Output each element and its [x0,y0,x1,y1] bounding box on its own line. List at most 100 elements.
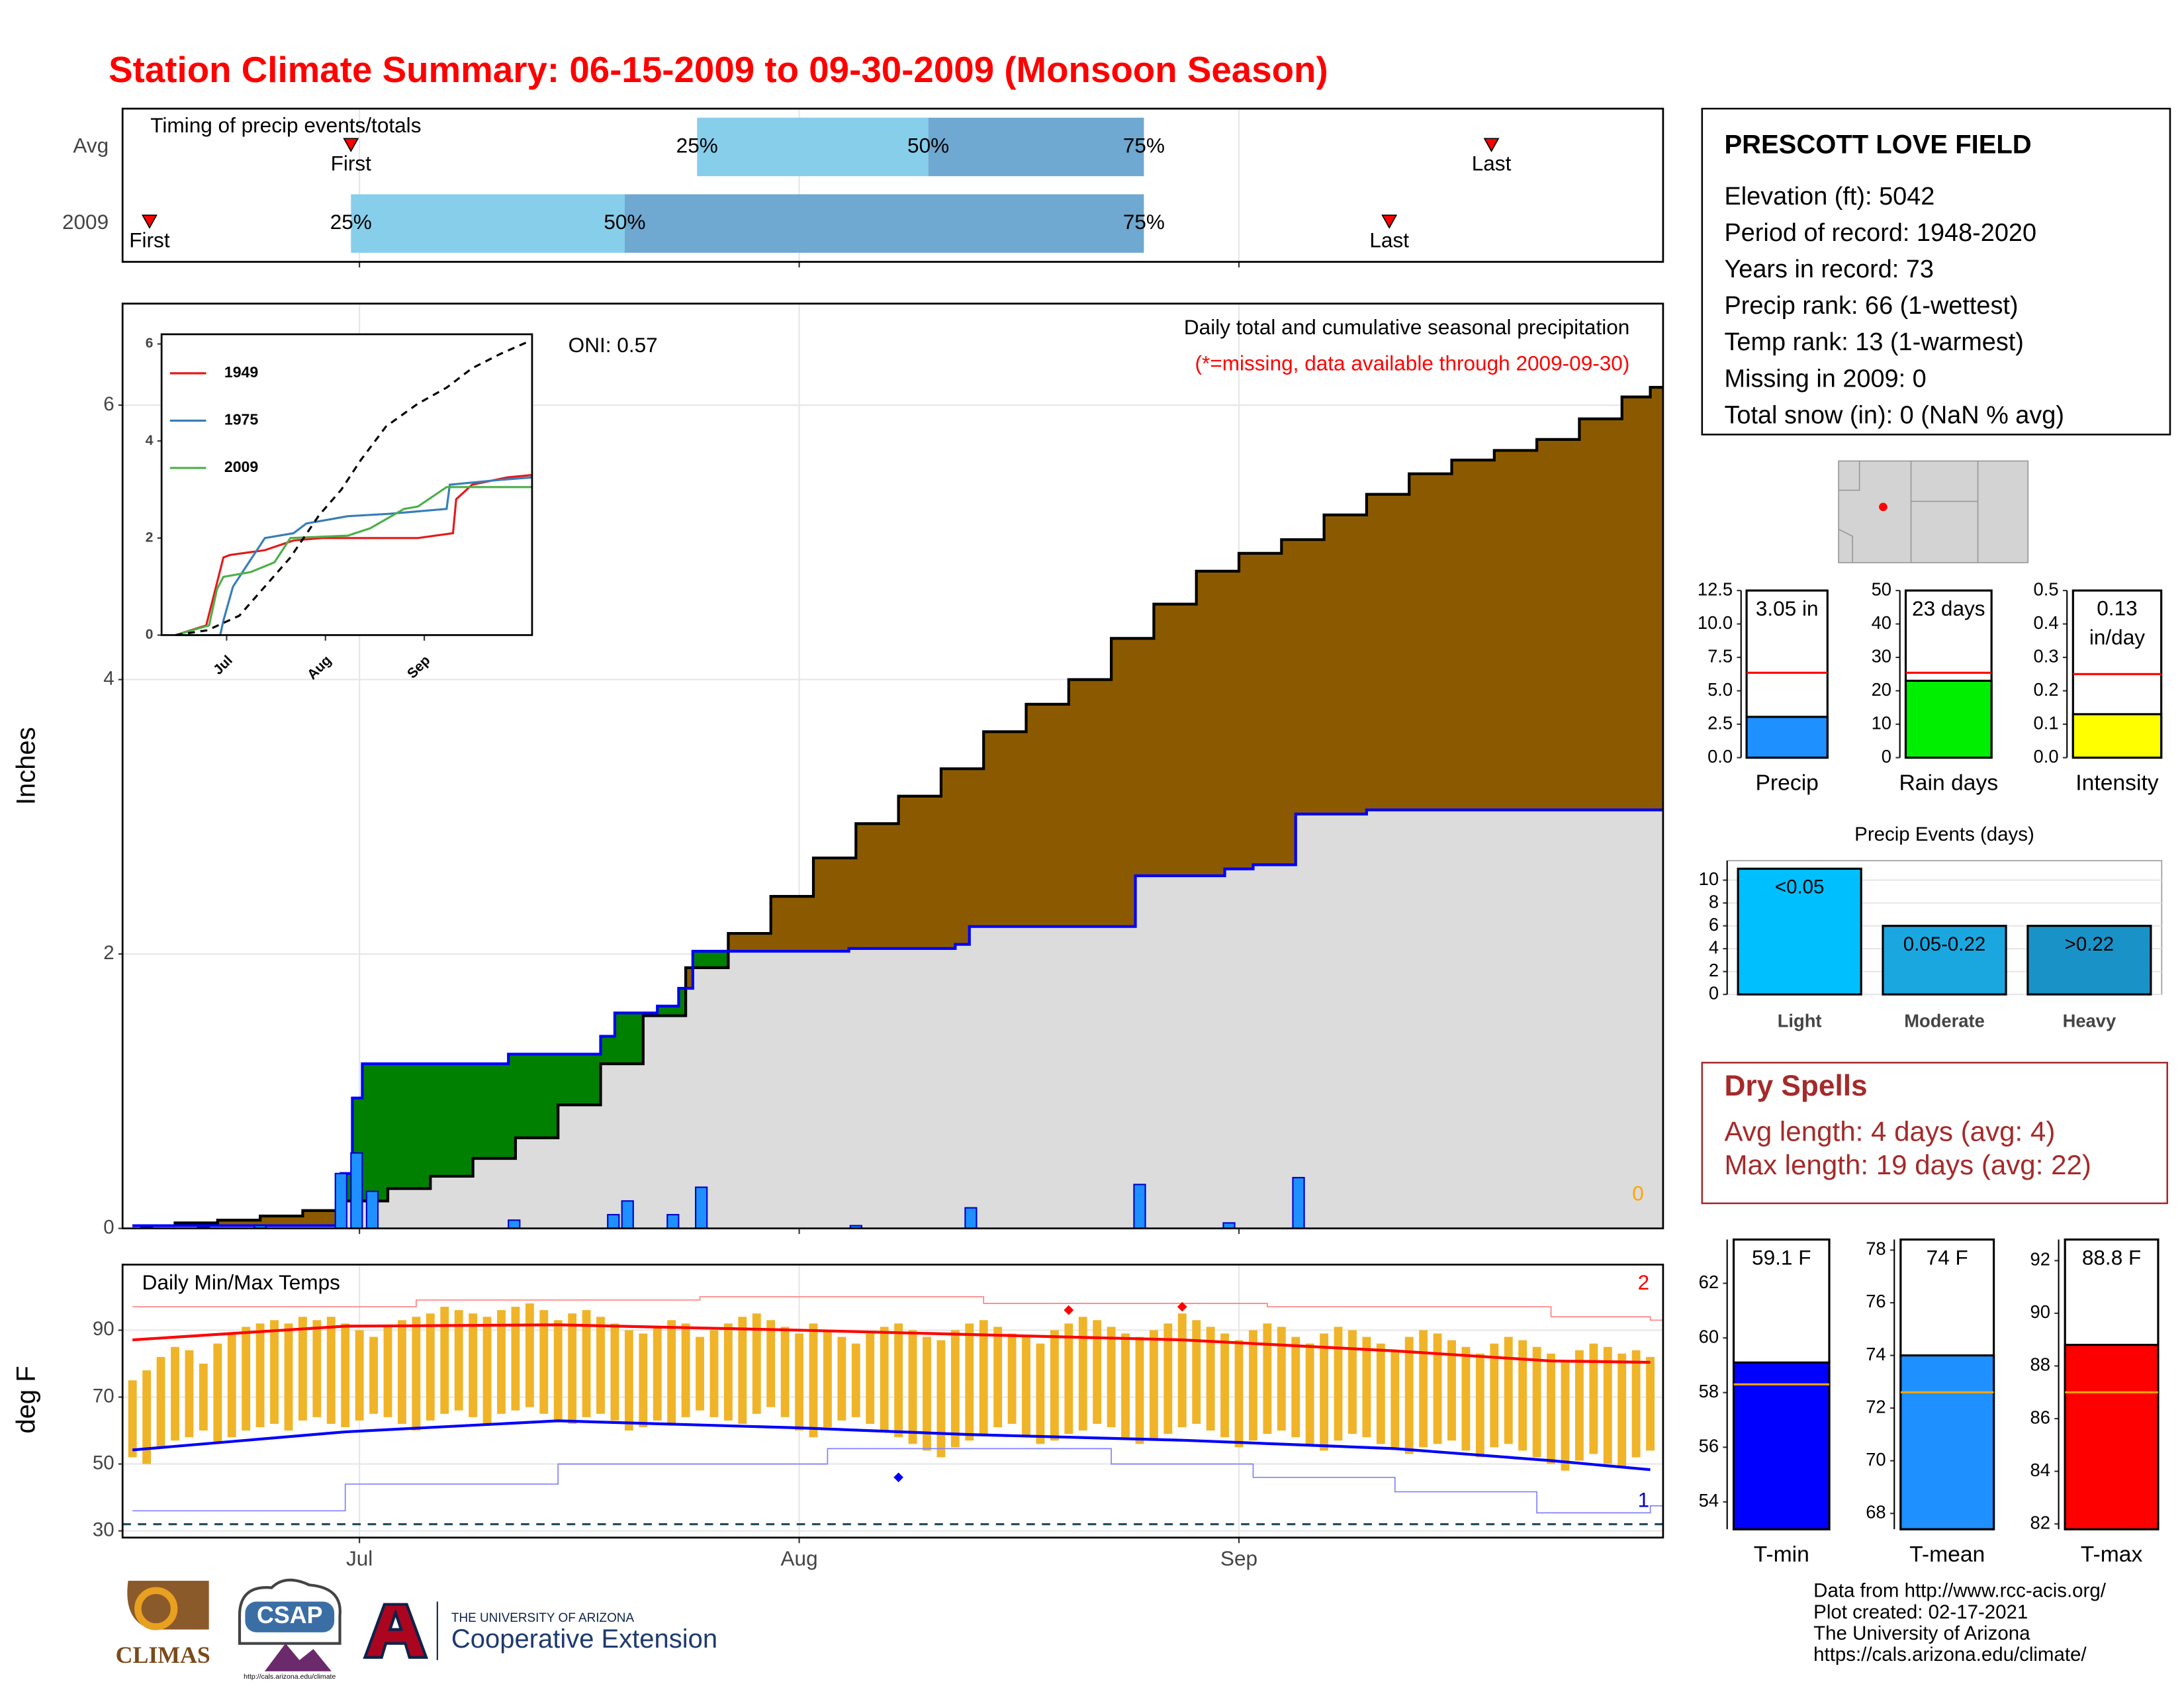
y-tick-label: 4 [146,433,154,448]
temp-range-bar [766,1320,776,1407]
chart-panel: 82 84 86 88 90 92 88.8 F T-max [2030,1238,2160,1567]
temp-range-bar [1589,1343,1598,1454]
credit-line: https://cals.arizona.edu/climate/ [1813,1644,2087,1665]
record-low-count: 1 [1638,1487,1650,1511]
temp-range-bar [837,1336,846,1421]
temp-range-bar [1135,1336,1144,1444]
event-label: Last [1472,152,1512,175]
climas-sun [134,1587,178,1630]
credit-line: The University of Arizona [1813,1622,2030,1644]
daily-bar [666,1213,680,1229]
temp-range-bar [1121,1333,1130,1438]
temp-range-bar [1362,1336,1371,1438]
value-label: 74 F [1927,1245,1968,1269]
temp-range-bar [823,1330,832,1428]
plot-frame [121,107,1664,263]
temp-range-bar [1078,1317,1087,1431]
y-tick-label: 7.5 [1707,645,1733,666]
climas-text: CLIMAS [116,1642,210,1668]
event-marker [343,138,359,153]
daily-bar [1292,1176,1305,1229]
temp-range-bar [525,1303,534,1407]
y-tick-label: 50 [1872,579,1891,599]
dry-spells-box [1701,1062,2169,1205]
temp-range-bar [1320,1333,1329,1451]
temp-range-bar [469,1313,478,1417]
y-tick-label: 58 [1699,1381,1719,1401]
temp-range-bar [242,1327,251,1431]
percentile-label: 50% [907,133,949,157]
daily-bar [695,1186,708,1229]
category-label: T-max [2081,1542,2143,1567]
percentile-label: 25% [676,133,718,157]
quartile-bar [624,194,1144,253]
y-tick-label: 90 [2030,1301,2050,1322]
chart-subtitle: (*=missing, data available through 2009-… [1195,352,1630,375]
temp-range-bar [610,1323,619,1421]
temp-range-bar [653,1327,662,1421]
temp-range-bar [1631,1350,1641,1458]
x-tick-label: Aug [781,1546,818,1570]
y-tick-label: 70 [1866,1449,1886,1470]
y-tick-label: 76 [1866,1291,1886,1311]
y-tick-label: 0.4 [2034,612,2059,633]
y-tick-label: 92 [2030,1249,2050,1270]
quartile-bar [351,194,625,253]
y-tick-label: 70 [93,1385,114,1407]
temp-range-bar [1149,1330,1158,1441]
event-marker [1483,138,1500,153]
series-line [175,486,532,636]
season-line [132,808,1663,1227]
y-tick-label: 2 [103,942,114,964]
category-label: Heavy [2063,1011,2116,1031]
bar [1882,925,2007,996]
temp-range-bar [1249,1330,1257,1441]
temp-range-bar [993,1327,1003,1428]
station-line: Elevation (ft): 5042 [1724,183,1934,211]
value-label: 59.1 F [1752,1245,1811,1269]
y-tick-label: 0 [146,627,154,642]
percentile-label: 25% [330,210,372,234]
chart-panel: 0.0 2.5 5.0 7.5 10.0 12.5 3.05 in Precip [1698,579,1829,795]
temp-range-bar [553,1320,563,1421]
daily-bar [508,1219,521,1229]
temp-range-bar [128,1380,137,1458]
y-tick-label: 30 [93,1519,114,1540]
station-line: Temp rank: 13 (1-warmest) [1724,328,2023,356]
logos: CLIMAS CSAP http://cals.arizona.edu/clim… [116,1578,717,1681]
y-tick-label: 12.5 [1698,579,1733,599]
value-label: 3.05 in [1756,596,1819,620]
record-high-count: 2 [1638,1270,1650,1294]
y-tick-label: 8 [1709,891,1719,912]
temp-range-bar [851,1343,860,1417]
plot-frame [121,303,1664,1230]
temp-range-bar [1504,1336,1513,1444]
station-line: Precip rank: 66 (1-wettest) [1724,292,2018,320]
y-tick-label: 62 [1699,1272,1719,1292]
temp-range-bar [809,1323,818,1438]
event-label: First [129,228,170,252]
temp-range-bar [142,1370,152,1464]
dry-spells-title: Dry Spells [1724,1070,1867,1102]
category-label: Rain days [1899,771,1998,795]
record-point [893,1472,903,1483]
temp-range-bar [199,1363,208,1431]
category-label: Moderate [1904,1011,1985,1031]
y-tick-label: 86 [2030,1407,2050,1427]
y-axis-label: Inches [12,727,41,805]
bar [2071,713,2163,759]
daily-bar [964,1207,978,1229]
temp-range-bar [341,1323,350,1428]
temp-range-bar [426,1313,435,1421]
temp-range-bar [880,1327,889,1431]
daily-bar [334,1172,347,1229]
bar [1737,867,1862,996]
plot-background [161,334,532,635]
temp-range-bar [1064,1323,1073,1434]
temp-range-bar [1220,1333,1230,1438]
average-min-line [132,1419,1651,1472]
temp-range-bar [298,1317,307,1421]
record-min-line [132,1448,1663,1514]
temp-range-bar [1007,1333,1017,1424]
